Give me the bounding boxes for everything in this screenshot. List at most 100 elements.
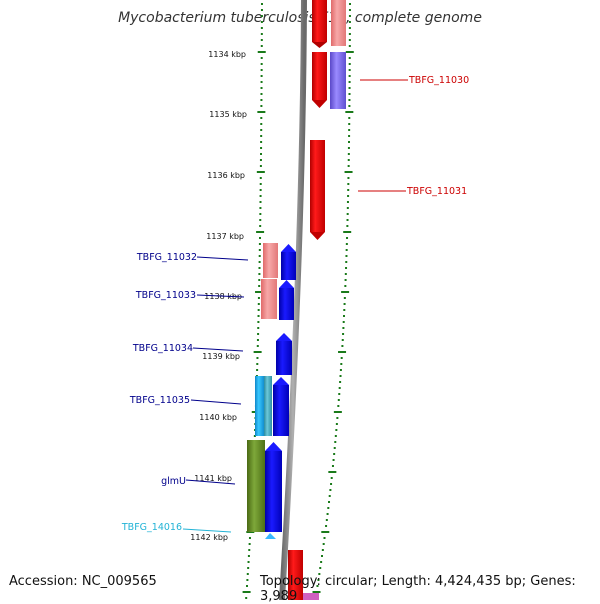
gene-tbfg-14016[interactable] — [265, 533, 276, 539]
tick-label-1140: 1140 kbp — [199, 413, 237, 422]
outer-ring-minor-tick — [348, 93, 351, 95]
inner-ring-minor-tick — [253, 435, 256, 437]
outer-ring-minor-tick — [348, 3, 351, 5]
outer-ring-minor-tick — [348, 33, 351, 35]
gene-tbfg-11033-pink[interactable] — [261, 279, 277, 319]
inner-ring-minor-tick — [258, 255, 261, 257]
gene-label-tbfg-11033[interactable]: TBFG_11033 — [135, 290, 196, 301]
outer-ring-minor-tick — [346, 201, 349, 203]
gene-tbfg-11032-arrow — [281, 244, 296, 252]
inner-ring-minor-tick — [260, 87, 263, 89]
inner-ring-minor-tick — [257, 309, 260, 311]
outer-ring-minor-tick — [336, 417, 339, 419]
inner-ring-minor-tick — [259, 189, 262, 191]
gene-label-tbfg-11032[interactable]: TBFG_11032 — [136, 252, 197, 263]
inner-ring-major-tick — [256, 171, 265, 173]
inner-ring-minor-tick — [260, 81, 263, 83]
outer-ring-major-tick — [321, 531, 330, 533]
inner-ring-minor-tick — [260, 99, 263, 101]
gene-tbfg-11034[interactable] — [276, 341, 292, 375]
outer-ring-minor-tick — [345, 255, 348, 257]
outer-ring-minor-tick — [321, 549, 324, 551]
inner-ring-minor-tick — [260, 21, 263, 23]
inner-ring-minor-tick — [248, 549, 251, 551]
gene-tbfg-11032-pink[interactable] — [263, 243, 278, 278]
outer-ring-minor-tick — [326, 513, 329, 515]
inner-ring-minor-tick — [260, 147, 263, 149]
outer-ring-minor-tick — [330, 483, 333, 485]
gene-label-tbfg-11031[interactable]: TBFG_11031 — [406, 186, 467, 197]
outer-ring-minor-tick — [348, 141, 351, 143]
outer-ring-minor-tick — [327, 507, 330, 509]
gene-label-glmu[interactable]: glmU — [161, 476, 186, 487]
gene-tbfg-11033[interactable] — [279, 288, 294, 320]
inner-ring-minor-tick — [260, 117, 263, 119]
outer-ring-minor-tick — [346, 219, 349, 221]
gene-tbfg-11030[interactable] — [312, 52, 327, 100]
inner-ring-minor-tick — [259, 213, 262, 215]
gene-tbfg-11031[interactable] — [310, 140, 325, 232]
outer-ring-major-tick — [345, 51, 354, 53]
outer-ring-minor-tick — [325, 519, 328, 521]
gene-top-red[interactable] — [312, 0, 327, 42]
inner-ring-minor-tick — [259, 195, 262, 197]
outer-ring-minor-tick — [340, 363, 343, 365]
gene-violet[interactable] — [330, 52, 346, 109]
outer-ring-minor-tick — [346, 225, 349, 227]
outer-ring-minor-tick — [345, 249, 348, 251]
gene-label-tbfg-14016[interactable]: TBFG_14016 — [121, 522, 182, 533]
gene-tbfg-11035-cyan[interactable] — [255, 376, 264, 436]
tick-label-1134: 1134 kbp — [208, 50, 246, 59]
forward-strand-genes — [288, 0, 346, 600]
tick-label-1135: 1135 kbp — [209, 110, 247, 119]
inner-ring-minor-tick — [257, 315, 260, 317]
outer-ring-minor-tick — [348, 105, 351, 107]
outer-ring-minor-tick — [347, 165, 350, 167]
inner-ring-minor-tick — [260, 3, 263, 5]
inner-ring-minor-tick — [260, 57, 263, 59]
outer-ring-minor-tick — [348, 9, 351, 11]
gene-tbfg-11032[interactable] — [281, 252, 296, 280]
gene-bottom-red[interactable] — [288, 550, 303, 600]
gene-glmu[interactable] — [265, 451, 282, 532]
outer-ring-minor-tick — [342, 321, 345, 323]
gene-tbfg-11035[interactable] — [273, 385, 289, 436]
inner-ring-minor-tick — [256, 339, 259, 341]
outer-ring-minor-tick — [320, 555, 323, 557]
tick-label-1142: 1142 kbp — [190, 533, 228, 542]
gene-tbfg-11034-arrow — [276, 333, 292, 341]
inner-ring-minor-tick — [260, 75, 263, 77]
outer-ring-minor-tick — [343, 315, 346, 317]
gene-tbfg-11033-arrow — [279, 280, 294, 288]
gene-label-tbfg-11030[interactable]: TBFG_11030 — [408, 75, 469, 86]
outer-ring-minor-tick — [348, 129, 351, 131]
outer-ring-minor-tick — [330, 477, 333, 479]
outer-ring-minor-tick — [344, 285, 347, 287]
gene-glmu-green[interactable] — [247, 440, 265, 532]
outer-ring-major-tick — [344, 171, 353, 173]
outer-ring-minor-tick — [343, 309, 346, 311]
tick-label-1137: 1137 kbp — [206, 232, 244, 241]
inner-ring-minor-tick — [260, 93, 263, 95]
inner-ring-minor-tick — [260, 39, 263, 41]
outer-ring-minor-tick — [348, 27, 351, 29]
outer-ring-minor-tick — [323, 537, 326, 539]
gene-top-pink[interactable] — [331, 0, 346, 46]
outer-ring-minor-tick — [342, 327, 345, 329]
tick-label-1136: 1136 kbp — [207, 171, 245, 180]
outer-ring-minor-tick — [347, 177, 350, 179]
gene-bottom-multi[interactable] — [303, 593, 319, 600]
outer-tick-ring — [312, 3, 354, 599]
gene-tbfg-11035-teal[interactable] — [264, 376, 272, 436]
outer-ring-minor-tick — [344, 273, 347, 275]
gene-labels: TBFG_11030 TBFG_11031 TBFG_11032 TBFG_11… — [121, 75, 469, 533]
inner-ring-minor-tick — [257, 303, 260, 305]
outer-ring-minor-tick — [348, 45, 351, 47]
gene-label-tbfg-11035[interactable]: TBFG_11035 — [129, 395, 190, 406]
inner-ring-minor-tick — [260, 63, 263, 65]
outer-ring-minor-tick — [334, 441, 337, 443]
gene-label-tbfg-11034[interactable]: TBFG_11034 — [132, 343, 193, 354]
genome-backbone — [279, 0, 307, 600]
gene-tbfg-11031-arrow — [310, 232, 325, 240]
